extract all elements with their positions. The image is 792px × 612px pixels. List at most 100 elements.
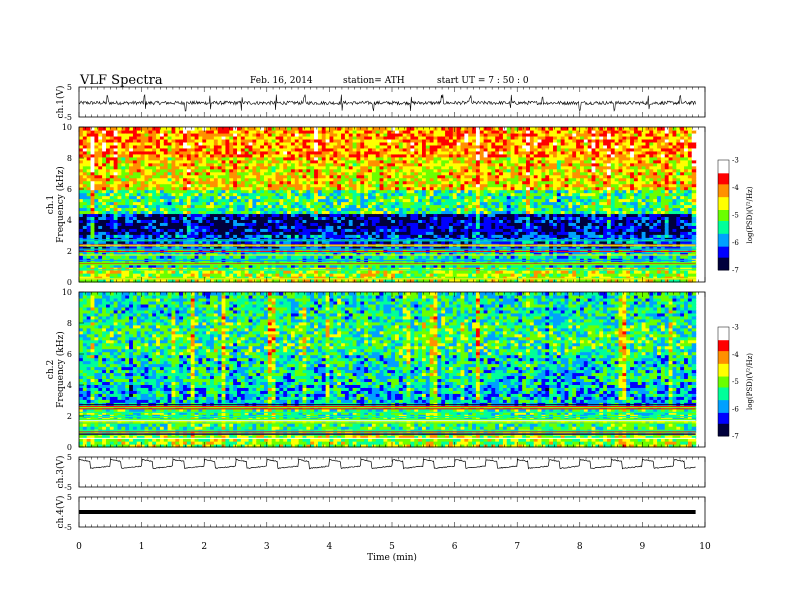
ch1-spectrogram-cell	[233, 255, 238, 259]
ch1-spectrogram-cell	[125, 267, 130, 271]
ch1-spectrogram-cell	[248, 276, 254, 280]
ch1-spectrogram-cell	[113, 177, 119, 182]
ch1-spectrogram-cell	[279, 186, 284, 191]
ch1-spectrogram-cell	[294, 141, 300, 146]
ch1-spectrogram-cell	[179, 252, 184, 256]
ch1-spectrogram-cell	[82, 255, 88, 259]
ch1-spectrogram-cell	[90, 219, 96, 223]
ch1-spectrogram-cell	[298, 237, 304, 241]
ch1-spectrogram-cell	[375, 147, 381, 152]
ch1-spectrogram-cell	[348, 174, 354, 179]
ch1-spectrogram-cell	[425, 231, 431, 235]
ch1-spectrogram-cell	[337, 252, 342, 256]
ch1-spectrogram-cell	[190, 225, 196, 229]
ch1-spectrogram-cell	[240, 150, 246, 155]
ch1-spectrogram-cell	[136, 144, 142, 149]
ch1-spectrogram-cell	[140, 138, 146, 143]
ch1-spectrogram-cell	[175, 255, 180, 259]
ch1-spectrogram-cell	[175, 189, 180, 194]
ch1-spectrogram-cell	[371, 246, 377, 250]
ch1-spectrogram-cell	[287, 228, 292, 232]
ch1-spectrogram-cell	[402, 192, 408, 197]
ch1-spectrogram-cell	[414, 127, 419, 131]
ch1-spectrogram-cell	[368, 174, 373, 179]
ch1-spectrogram-cell	[237, 213, 242, 218]
ch1-spectrogram-cell	[364, 147, 369, 152]
ch1-spectrogram-cell	[375, 228, 381, 232]
ch1-spectrogram-cell	[229, 141, 234, 146]
ch1-spectrogram-cell	[290, 150, 296, 155]
ch1-spectrogram-cell	[171, 171, 176, 176]
ch1-spectrogram-cell	[398, 147, 404, 152]
ch1-spectrogram-cell	[410, 165, 415, 170]
ch1-spectrogram-cell	[310, 195, 315, 200]
ch1-spectrogram-cell	[186, 219, 192, 223]
ch1-spectrogram-cell	[94, 279, 99, 283]
ch1-spectrogram-cell	[317, 186, 323, 191]
ch1-spectrogram-cell	[283, 168, 288, 173]
ch1-spectrogram-cell	[333, 201, 338, 206]
ch1-spectrogram-cell	[398, 264, 404, 268]
ch1-spectrogram-cell	[337, 150, 342, 155]
ch1-spectrogram-cell	[117, 174, 122, 179]
ch1-spectrogram-cell	[179, 204, 184, 209]
ch1-spectrogram-cell	[244, 159, 250, 164]
ch1-spectrogram-cell	[167, 132, 173, 137]
ch1-spectrogram-cell	[186, 135, 192, 140]
ch1-spectrogram-cell	[179, 237, 184, 241]
ch1-spectrogram-cell	[248, 279, 254, 283]
ch1-spectrogram-cell	[414, 207, 419, 212]
ch1-spectrogram-cell	[132, 147, 138, 152]
ch1-spectrogram-cell	[194, 171, 200, 176]
ch1-spectrogram-cell	[364, 255, 369, 259]
ch1-spectrogram-cell	[317, 279, 323, 283]
ch1-spectrogram-cell	[333, 153, 338, 158]
ch1-spectrogram-cell	[152, 141, 157, 146]
ch1-spectrogram-cell	[298, 159, 304, 164]
ch1-spectrogram-cell	[113, 171, 119, 176]
ch1-spectrogram-cell	[113, 162, 119, 167]
ch1-spectrogram-cell	[341, 219, 346, 223]
ch1-spectrogram-cell	[302, 225, 307, 229]
ch1-spectrogram-cell	[244, 189, 250, 194]
ch1-spectrogram-cell	[109, 228, 115, 232]
ch1-spectrogram-cell	[410, 198, 415, 203]
ch1-spectrogram-cell	[421, 132, 427, 137]
ch1-spectrogram-cell	[225, 216, 230, 220]
ch1-spectrogram-cell	[375, 183, 381, 188]
ch1-spectrogram-cell	[329, 195, 334, 200]
ch1-spectrogram-cell	[94, 174, 99, 179]
ch1-spectrogram-cell	[310, 183, 315, 188]
ch1-spectrogram-cell	[360, 198, 365, 203]
ch1-spectrogram-cell	[156, 210, 161, 215]
ch1-spectrogram-cell	[263, 231, 269, 235]
ch1-spectrogram-cell	[279, 246, 284, 250]
ch1-spectrogram-cell	[240, 252, 246, 256]
ch1-spectrogram-cell	[190, 240, 196, 244]
ch1-spectrogram-cell	[368, 195, 373, 200]
ch1-spectrogram-cell	[240, 147, 246, 152]
ch1-spectrogram-cell	[190, 135, 196, 140]
ch1-spectrogram-cell	[90, 141, 96, 146]
ch1-spectrogram-cell	[398, 240, 404, 244]
ch1-spectrogram-cell	[275, 195, 280, 200]
ch1-spectrogram-cell	[225, 255, 230, 259]
ch1-spectrogram-cell	[314, 183, 319, 188]
ch1-spectrogram-cell	[275, 159, 280, 164]
ch1-spectrogram-cell	[82, 195, 88, 200]
ch1-spectrogram-cell	[221, 252, 227, 256]
ch1-spectrogram-cell	[102, 150, 107, 155]
ch1-spectrogram-cell	[125, 195, 130, 200]
ch1-spectrogram-cell	[398, 127, 404, 131]
ch1-spectrogram-cell	[360, 192, 365, 197]
ch1-spectrogram-cell	[129, 222, 134, 226]
ch1-spectrogram-cell	[244, 138, 250, 143]
ch1-spectrogram-cell	[302, 252, 307, 256]
ch1-spectrogram-cell	[140, 144, 146, 149]
ch1-spectrogram-cell	[82, 174, 88, 179]
ch1-spectrogram-cell	[175, 171, 180, 176]
ch1-spectrogram-cell	[233, 156, 238, 161]
ch1-spectrogram-cell	[132, 204, 138, 209]
ch1-spectrogram-cell	[109, 246, 115, 250]
ch1-spectrogram-cell	[287, 183, 292, 188]
